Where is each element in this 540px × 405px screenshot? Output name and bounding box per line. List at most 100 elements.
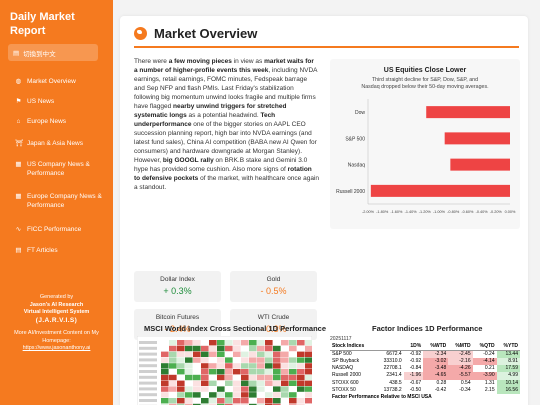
heatmap-cell [265,380,273,386]
factor-column-header: %WTD [423,343,449,351]
sidebar-item-label: Europe Company News & Performance [27,193,102,209]
heatmap-cell [217,345,225,352]
sidebar-item-europe-company-news-performance[interactable]: ▦ Europe Company News & Performance [0,192,113,210]
article-highlight: big GOOGL rally [162,157,214,164]
overview-article: There were a few moving pieces in view a… [134,57,319,192]
factor-cell: -3.02 [423,358,449,366]
heatmap-cell [225,386,233,392]
factor-index-name: NASDAQ [332,365,354,372]
heatmap-cell [201,403,209,405]
metrics-grid: Dollar Index + 0.3% Gold - 0.5% Bitcoin Futu… [134,271,317,340]
heatmap-cell [257,386,265,392]
heatmap-cell [169,380,177,386]
heatmap-cell [177,340,185,346]
heatmap-cell [185,357,193,363]
homepage-link[interactable]: https://www.jasonanthony.ai [22,345,91,351]
chart-tick-label: -1.20% [419,210,432,214]
heatmap-cell [161,386,169,392]
factor-footer-label: Factor Performance Relative to MSCI USA [332,394,432,401]
heatmap-cell [161,363,169,369]
heatmap-row-label [139,375,157,379]
heatmap-row-label [139,387,157,391]
heatmap-cell [177,380,185,386]
heatmap-cell [265,386,273,392]
heatmap-cell [305,380,312,386]
heatmap-cell [185,398,193,404]
heatmap-cell [225,340,233,346]
factor-column-header: %MTD [448,343,473,351]
heatmap-cell [169,340,177,346]
heatmap-cell [193,340,201,346]
heatmap-cell [161,351,169,357]
article-highlight: a few moving pieces [168,58,232,65]
heatmap-cell [265,363,273,369]
heatmap-cell [185,374,193,381]
heatmap-cell [185,380,193,386]
table-row: STOXX 50 13738.2 -0.50 -0.42 -0.34 2.15 16.56 [330,386,520,394]
heatmap-cell [305,403,312,405]
factor-cell: 0.54 [460,379,471,386]
heatmap-cell [201,374,209,381]
heatmap-row-label [139,393,157,397]
heatmap-cell [305,345,312,352]
chart-title: US Equities Close Lower [384,67,467,74]
factor-index-name: STOXX 600 [332,379,359,386]
sidebar-item-market-overview[interactable]: ◍ Market Overview [0,77,113,86]
heatmap-cell [281,380,289,386]
sidebar-item-europe-news[interactable]: ⌂ Europe News [0,117,113,126]
heatmap-cell [169,351,177,357]
heatmap-cell [217,403,225,405]
metric-name: Dollar Index [160,276,195,283]
sidebar-item-us-company-news-performance[interactable]: ▦ US Company News & Performance [0,160,113,178]
heatmap-cell [305,374,312,381]
language-toggle-label: 切換到中文 [23,50,56,58]
heatmap-cell [161,380,169,386]
factor-cell: -2.16 [448,358,473,366]
heatmap-cell [289,403,297,405]
metric-value: - 2.4% [164,324,191,334]
heatmap-cell [201,351,209,357]
heatmap-cell [233,392,241,398]
sidebar-item-ft-articles[interactable]: ▤ FT Articles [0,246,113,255]
heatmap-cell [209,392,217,398]
metric-card: Dollar Index + 0.3% [134,271,221,302]
article-text: There were [134,58,169,65]
heatmap-cell [297,403,305,405]
msci-heatmap-image [137,336,312,405]
heatmap-cell [169,374,177,381]
heatmap-cell [161,357,169,363]
sidebar-item-ficc-performance[interactable]: ∿ FICC Performance [0,225,113,234]
factor-cell: 2.15 [484,386,495,393]
heatmap-cell [305,392,312,398]
chart-tick-label: -0.60% [461,210,474,214]
heatmap-cell [257,351,265,357]
heatmap-cell [257,363,265,369]
sidebar-item-us-news[interactable]: ⚑ US News [0,97,113,106]
metric-name: Gold [266,276,281,283]
sidebar-item-label: Market Overview [27,78,76,85]
heatmap-cell [233,369,241,375]
page-title: Market Overview [154,26,258,41]
factor-cell: 0.21 [484,365,495,372]
factor-cell: 4.99 [496,372,520,380]
heatmap-row-label [139,370,157,373]
chart-tick-label: -1.00% [433,210,446,214]
heatmap-cell [241,369,249,375]
heatmap-cell [265,369,273,375]
heatmap-cell [305,340,312,346]
heatmap-cell [289,380,297,386]
heatmap-cell [193,386,201,392]
sidebar-item-japan-asia-news[interactable]: ⛩ Japan & Asia News [0,139,113,148]
heatmap-cell [185,345,193,352]
heatmap-cell [249,392,257,398]
sidebar-item-label: FT Articles [27,247,58,254]
heatmap-cell [177,345,185,352]
factor-column-header: Stock Indices [330,343,376,351]
heatmap-cell [193,403,201,405]
chart-tick-label: -0.80% [447,210,460,214]
language-toggle-button[interactable]: ▤ 切換到中文 [8,44,98,61]
heatmap-cell [289,398,297,404]
heatmap-cell [257,380,265,386]
heatmap-cell [273,363,281,369]
language-icon: ▤ [13,49,20,57]
